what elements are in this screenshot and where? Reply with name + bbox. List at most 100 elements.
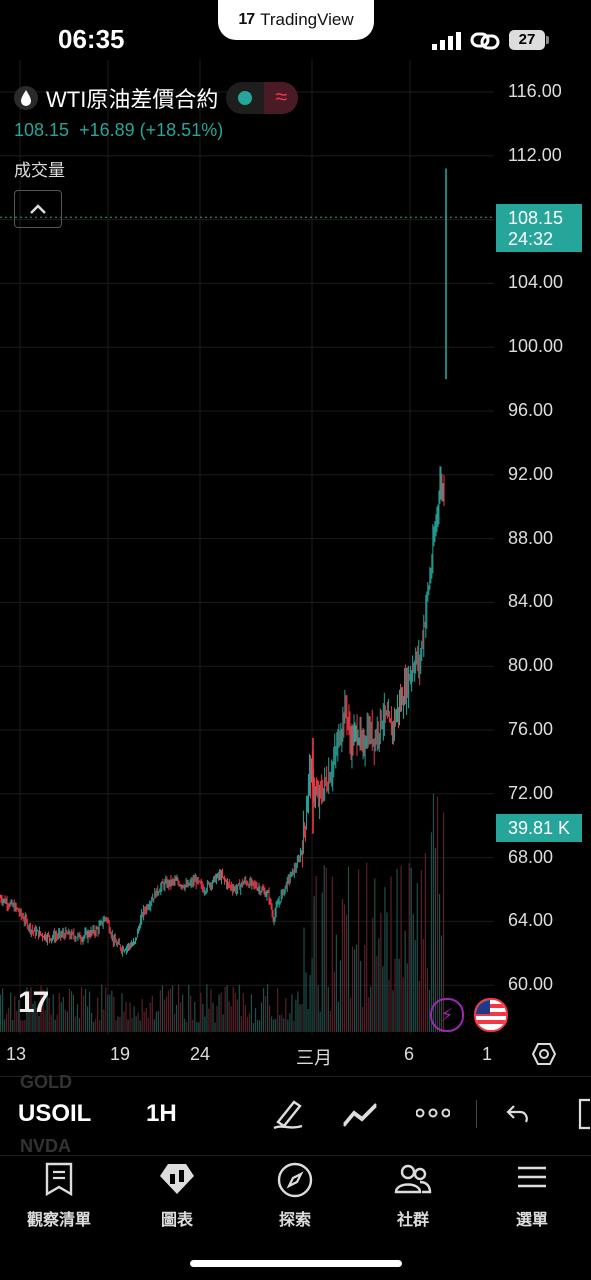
volume-bar <box>111 990 113 1032</box>
volume-bar <box>424 853 426 1032</box>
nav-community[interactable]: 社群 <box>363 1162 463 1230</box>
volume-bar <box>305 972 307 1032</box>
volume-bar <box>323 865 325 1032</box>
volume-bar <box>269 1005 271 1032</box>
volume-bar <box>214 1022 216 1032</box>
volume-bar <box>301 1004 303 1032</box>
volume-bar <box>165 996 168 1032</box>
volume-bar <box>127 1019 129 1032</box>
chart-toolbar <box>0 1076 591 1156</box>
fullscreen-icon[interactable] <box>576 1098 591 1130</box>
date-tick: 13 <box>6 1044 27 1064</box>
volume-bar <box>414 940 416 1032</box>
volume-bar <box>264 995 267 1032</box>
volume-bar <box>113 996 115 1032</box>
volume-bar <box>16 1010 18 1032</box>
volume-bar <box>52 994 54 1032</box>
volume-bar <box>105 987 107 1032</box>
link-icon <box>470 32 500 50</box>
app-badge-label: TradingView <box>260 10 354 29</box>
more-icon[interactable] <box>416 1108 450 1118</box>
volume-bar <box>151 995 153 1032</box>
nav-chart[interactable]: 圖表 <box>127 1162 227 1230</box>
price-tick: 104.00 <box>508 272 564 293</box>
volume-bar <box>378 938 380 1032</box>
volume-bar <box>258 1020 261 1032</box>
volume-bar <box>159 989 161 1032</box>
volume-bar <box>349 998 352 1032</box>
volume-tag: 39.81 K <box>496 814 582 842</box>
volume-bar <box>372 917 374 1032</box>
volume-bar <box>299 1004 301 1032</box>
volume-bar <box>281 1014 283 1032</box>
volume-bar <box>366 862 368 1032</box>
volume-bar <box>428 989 431 1032</box>
volume-bar <box>42 989 44 1032</box>
volume-bar <box>356 944 358 1032</box>
draw-icon[interactable] <box>272 1096 306 1132</box>
volume-bar <box>129 1002 131 1032</box>
symbol-button[interactable]: USOIL <box>18 1100 92 1127</box>
interval-button[interactable]: 1H <box>146 1100 177 1127</box>
volume-bar <box>277 988 279 1032</box>
volume-bar <box>394 958 396 1032</box>
volume-bar <box>200 992 202 1032</box>
volume-bar <box>178 984 180 1032</box>
volume-bar <box>10 992 12 1032</box>
volume-bar <box>70 991 72 1032</box>
volume-bar <box>147 1017 149 1032</box>
volume-bar <box>204 1016 206 1032</box>
volume-bar <box>329 1010 331 1032</box>
indicators-icon[interactable] <box>342 1100 380 1128</box>
volume-bar <box>432 794 435 1032</box>
volume-bar <box>131 1018 133 1032</box>
battery-indicator: 27 <box>509 30 549 50</box>
volume-bar <box>347 866 350 1032</box>
us-flag-icon[interactable] <box>474 998 508 1032</box>
volume-bar <box>64 1009 66 1032</box>
volume-bar <box>95 1018 97 1032</box>
volume-bar <box>161 985 164 1032</box>
volume-bar <box>382 966 384 1032</box>
price-tick: 84.00 <box>508 591 554 612</box>
nav-explore[interactable]: 探索 <box>245 1162 345 1230</box>
volume-bar <box>123 1011 125 1032</box>
nav-watchlist[interactable]: 觀察清單 <box>9 1162 109 1230</box>
volume-bar <box>218 994 220 1032</box>
nav-menu[interactable]: 選單 <box>482 1162 582 1230</box>
menu-icon <box>518 1166 546 1188</box>
market-status-pill[interactable]: ≈ <box>226 82 299 114</box>
volume-bar <box>40 985 42 1032</box>
volume-bar <box>86 1006 89 1032</box>
symbol-name: WTI原油差價合約 <box>46 87 219 112</box>
volume-bar <box>18 999 20 1032</box>
volume-bar <box>410 867 412 1032</box>
chart-icon <box>160 1164 194 1194</box>
volume-bar <box>436 796 439 1032</box>
symbol-header[interactable]: WTI原油差價合約 ≈ <box>14 82 299 114</box>
volume-bar <box>364 945 366 1032</box>
volume-bar <box>358 869 360 1032</box>
volume-bar <box>313 896 315 1032</box>
undo-icon[interactable] <box>506 1104 530 1124</box>
volume-bar <box>133 1006 135 1032</box>
volume-bar <box>135 1016 137 1032</box>
flash-icon[interactable]: ⚡ <box>430 998 464 1032</box>
volume-bar <box>169 988 172 1032</box>
tradingview-badge[interactable]: 17 TradingView <box>218 0 374 40</box>
date-tick: 24 <box>190 1044 211 1064</box>
volume-bar <box>416 883 418 1032</box>
volume-bar <box>206 984 208 1032</box>
nav-label: 圖表 <box>160 1212 193 1229</box>
volume-bar <box>212 1002 214 1032</box>
price-chart[interactable] <box>0 60 494 1035</box>
chart-settings-icon[interactable] <box>532 1042 556 1066</box>
volume-bar <box>0 994 2 1032</box>
volume-bar <box>303 927 305 1032</box>
volume-bar <box>56 1014 58 1032</box>
volume-bar <box>325 867 327 1032</box>
volume-bar <box>119 1016 121 1032</box>
collapse-button[interactable] <box>14 190 62 228</box>
volume-bar <box>4 1019 6 1032</box>
volume-bar <box>224 986 226 1032</box>
